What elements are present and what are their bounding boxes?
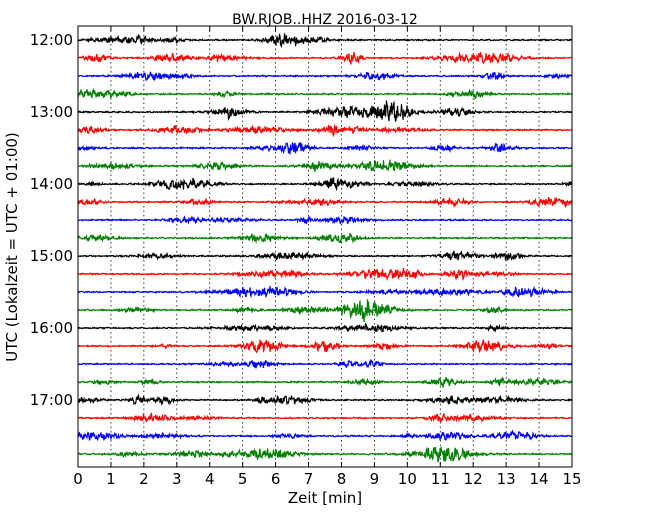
x-tick-label: 7: [304, 470, 314, 488]
y-tick-label: 17:00: [30, 391, 73, 409]
y-tick-label: 16:00: [30, 319, 73, 337]
y-ticks: 12:00 13:00 14:00 15:00 16:00 17:00: [30, 31, 572, 409]
x-tick-label: 13: [497, 470, 516, 488]
x-tick-label: 2: [139, 470, 149, 488]
y-axis-label: UTC (Lokalzeit = UTC + 01:00): [3, 132, 21, 362]
chart-title: BW.RJOB..HHZ 2016-03-12: [232, 12, 418, 28]
traces: [77, 32, 573, 463]
x-tick-label: 3: [172, 470, 182, 488]
x-tick-label: 8: [337, 470, 347, 488]
x-tick-label: 1: [106, 470, 116, 488]
y-tick-label: 13:00: [30, 103, 73, 121]
seismic-trace: [77, 177, 573, 192]
x-tick-label: 12: [464, 470, 483, 488]
y-tick-label: 15:00: [30, 247, 73, 265]
x-tick-label: 10: [398, 470, 417, 488]
x-tick-label: 0: [73, 470, 83, 488]
seismic-trace: [77, 215, 573, 225]
x-tick-label: 9: [370, 470, 380, 488]
seismic-trace: [77, 250, 573, 262]
seismic-trace: [77, 376, 573, 389]
x-tick-label: 11: [431, 470, 450, 488]
seismic-trace: [77, 32, 573, 49]
seismic-trace: [77, 100, 573, 122]
seismic-trace: [77, 339, 573, 354]
y-tick-label: 12:00: [30, 31, 73, 49]
x-tick-label: 14: [530, 470, 549, 488]
x-tick-label: 5: [238, 470, 248, 488]
seismic-trace: [77, 71, 573, 82]
seismic-trace: [77, 123, 573, 138]
x-ticks: 0 1 2 3 4 5 6 7 8 9 10 11 12 13 14 15: [73, 26, 582, 488]
seismic-trace: [77, 323, 573, 333]
seismic-trace: [77, 267, 573, 282]
seismic-trace: [77, 232, 573, 244]
x-tick-label: 4: [205, 470, 215, 488]
seismic-trace: [77, 285, 573, 299]
plot-frame: [77, 25, 573, 468]
seismic-trace: [77, 299, 573, 323]
seismic-trace: [77, 51, 573, 65]
seismic-trace: [77, 412, 573, 423]
seismic-trace: [77, 159, 573, 172]
grid: [110, 26, 540, 467]
seismic-trace: [77, 358, 573, 369]
seismic-trace: [77, 446, 573, 463]
seismic-trace: [77, 196, 573, 209]
y-tick-label: 14:00: [30, 175, 73, 193]
x-tick-label: 6: [271, 470, 281, 488]
seismic-trace: [77, 393, 573, 406]
seismic-trace: [77, 87, 573, 101]
x-axis-label: Zeit [min]: [288, 489, 362, 507]
x-tick-label: 15: [562, 470, 581, 488]
seismic-trace: [77, 142, 573, 155]
seismic-trace: [77, 429, 573, 442]
